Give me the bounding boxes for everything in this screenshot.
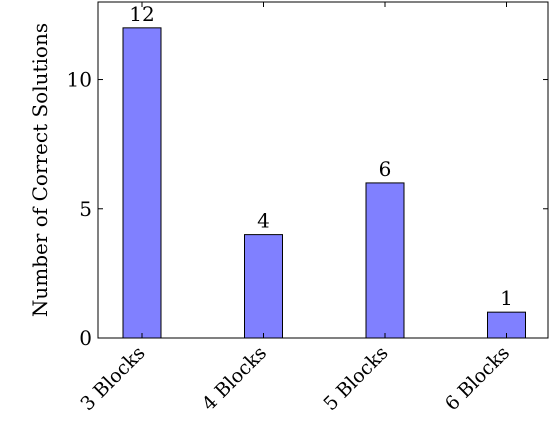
x-tick-label: 3 Blocks [76, 342, 149, 415]
y-tick-label: 5 [79, 197, 92, 221]
bar-data-label: 6 [379, 157, 392, 181]
bar [365, 182, 405, 339]
x-tick-label: 4 Blocks [198, 342, 271, 415]
y-axis-label: Number of Correct Solutions [28, 23, 52, 317]
bars [122, 27, 526, 339]
x-tick-label: 5 Blocks [319, 342, 392, 415]
y-tick-label: 0 [79, 326, 92, 350]
x-tick-label: 6 Blocks [441, 342, 514, 415]
bar [122, 27, 162, 339]
plot-frame [97, 1, 549, 339]
axes [97, 1, 549, 339]
y-tick-label: 10 [67, 68, 92, 92]
bar-data-label: 1 [500, 286, 513, 310]
bar [244, 234, 283, 339]
y-axis-ticks: 0 5 10 [67, 68, 548, 350]
bar-data-label: 4 [257, 209, 270, 233]
